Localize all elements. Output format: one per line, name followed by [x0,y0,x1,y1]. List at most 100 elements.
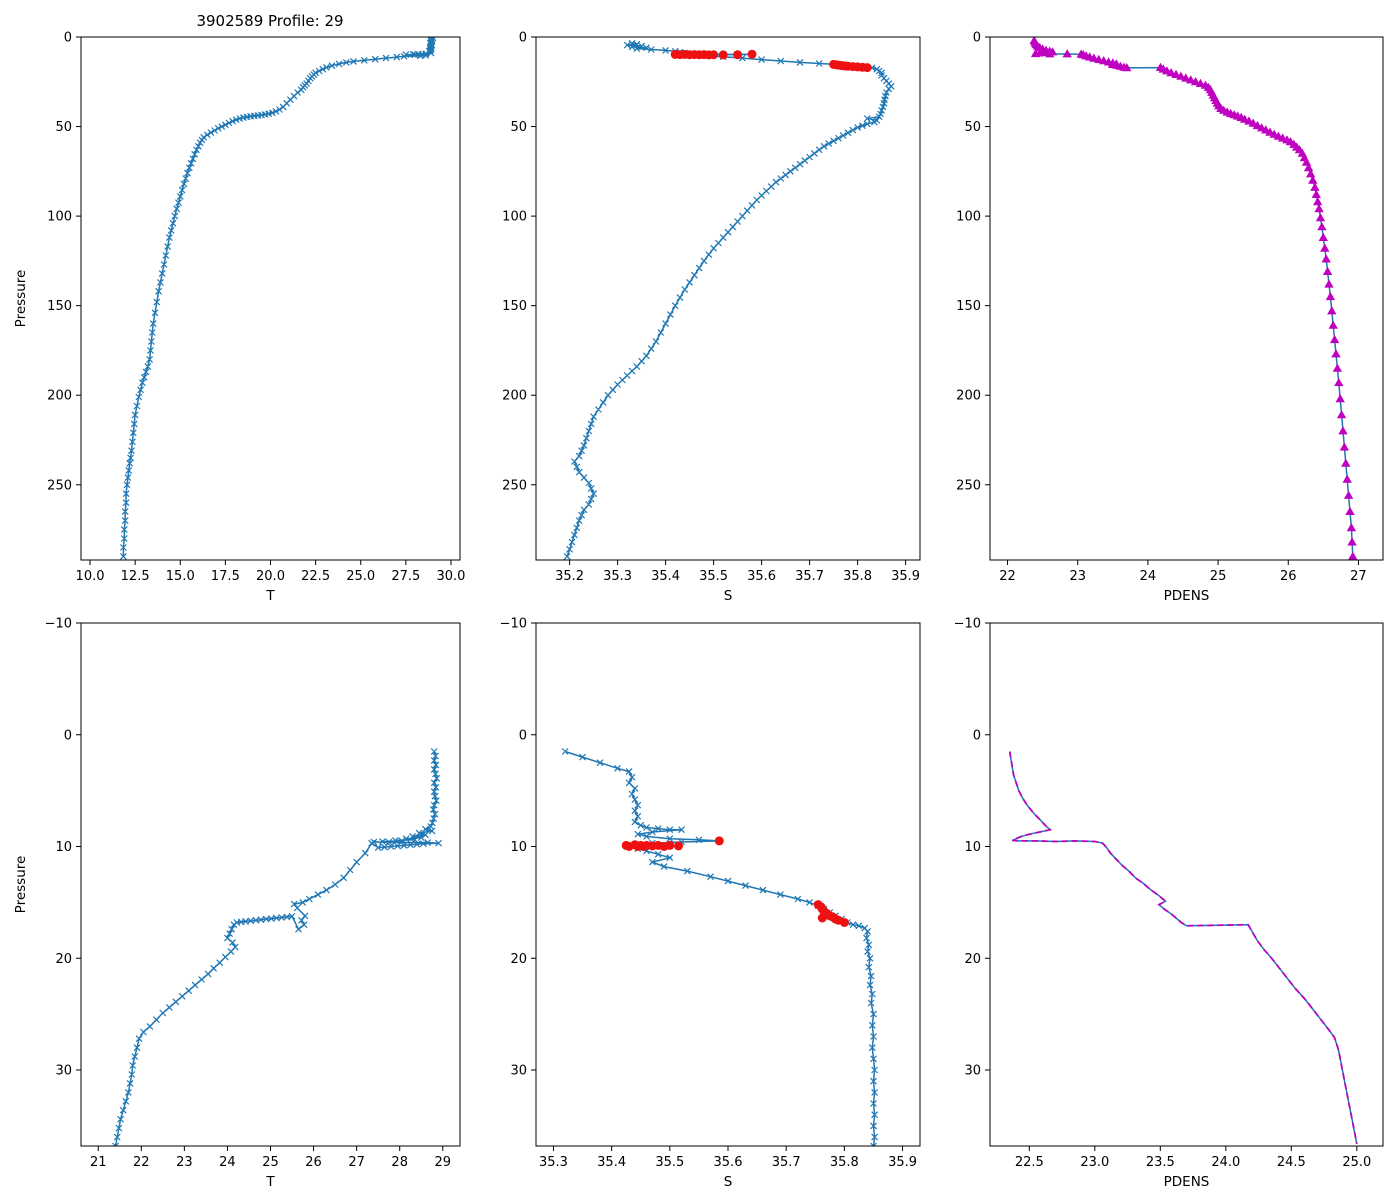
pdens-full-plot-area [1029,37,1358,560]
salinity-flagged-points-dot [733,50,743,60]
salinity-zoom-flagged-points-dot-markers [621,836,849,927]
salinity-zoom-flagged-points-dot [817,913,827,923]
x-tick-label: 27 [1350,569,1367,584]
x-tick-label: 35.8 [843,569,872,584]
salinity-flagged-points-dot [709,50,719,60]
x-tick-label: 23.0 [1080,1155,1109,1170]
y-tick-label: 0 [519,31,527,46]
y-tick-label: −10 [500,617,527,632]
salinity-zoom-flagged-points-dot [665,840,675,850]
salinity-full-plot-area [563,39,895,560]
y-tick-label: 30 [964,1064,981,1079]
salinity-zoom-x-ticks: 35.3 35.4 35.5 35.6 35.7 35.8 35.9 [539,1146,917,1170]
temperature-full-x-ticks: 10.0 12.5 15.0 17.5 20.0 22.5 25.0 27.5 30.0 [76,560,465,584]
y-tick-label: 200 [956,389,981,404]
salinity-zoom-flagged-points-dot [839,918,849,927]
subplot-temperature-zoom: 21 22 23 24 25 26 27 28 29 −10 0 10 20 30 T Pressure [13,617,461,1190]
subplot-pdens-zoom: 22.5 23.0 23.5 24.0 24.5 25.0 −10 0 10 20 30 PDENS [954,617,1384,1190]
x-tick-label: 25.0 [1342,1155,1371,1170]
salinity-flagged-points-dot-markers [670,49,872,73]
x-tick-label: 35.9 [891,569,920,584]
y-tick-label: 200 [502,389,527,404]
y-tick-label: 50 [964,120,981,135]
subplot-pdens-full: 22 23 24 25 26 27 0 50 100 150 200 250 PDENS [956,31,1384,604]
y-tick-label: 20 [964,952,981,967]
x-tick-label: 22 [999,569,1016,584]
salinity-full-y-ticks: 0 50 100 150 200 250 [502,31,536,493]
x-tick-label: 22.5 [301,569,330,584]
temperature-zoom-axes-frame [80,622,461,1147]
y-tick-label: 100 [47,210,72,225]
y-tick-label: 150 [47,299,72,314]
temperature-full-xlabel: T [265,588,275,604]
x-tick-label: 35.7 [795,569,824,584]
temperature-zoom-x-ticks: 21 22 23 24 25 26 27 28 29 [90,1146,451,1170]
x-tick-label: 28 [391,1155,408,1170]
temperature-zoom-y-ticks: −10 0 10 20 30 [45,617,81,1079]
y-tick-label: 0 [973,728,981,743]
y-tick-label: 10 [510,840,527,855]
y-tick-label: 50 [510,120,527,135]
salinity-zoom-profile-path [564,750,876,1146]
x-tick-label: 23 [1069,569,1086,584]
x-tick-label: 35.6 [747,569,776,584]
x-tick-label: 26 [305,1155,322,1170]
pdens-zoom-xlabel: PDENS [1164,1174,1210,1190]
x-tick-label: 24.0 [1211,1155,1240,1170]
x-tick-label: 35.5 [699,569,728,584]
y-tick-label: −10 [954,617,981,632]
salinity-full-axes-frame [535,36,921,561]
pdens-profile-markers-triangle-markers [1029,37,1358,560]
y-tick-label: 30 [510,1064,527,1079]
x-tick-label: 24 [219,1155,236,1170]
salinity-profile-x-markers [563,39,895,560]
y-tick-label: 50 [55,120,72,135]
subplot-temperature-full: 10.0 12.5 15.0 17.5 20.0 22.5 25.0 27.5 30.0 0 50 1… [13,31,465,605]
y-tick-label: 150 [502,299,527,314]
x-tick-label: 15.0 [166,569,195,584]
pdens-full-xlabel: PDENS [1164,588,1210,604]
salinity-full-xlabel: S [724,588,733,604]
temperature-profile-path [122,37,434,557]
x-tick-label: 29 [434,1155,451,1170]
x-tick-label: 24 [1140,569,1157,584]
x-tick-label: 35.4 [651,569,680,584]
x-tick-label: 35.6 [714,1155,743,1170]
pdens-full-axes-frame [989,36,1384,561]
x-tick-label: 21 [90,1155,107,1170]
x-tick-label: 35.3 [539,1155,568,1170]
y-tick-label: 10 [964,840,981,855]
salinity-zoom-flagged-points-dot [714,836,724,846]
temperature-full-y-ticks: 0 50 100 150 200 250 [47,31,81,493]
x-tick-label: 25 [262,1155,279,1170]
pdens-zoom-y-ticks: −10 0 10 20 30 [954,617,990,1079]
pdens-zoom-axes-frame [989,622,1384,1147]
salinity-zoom-xlabel: S [724,1174,733,1190]
y-tick-label: 0 [973,31,981,46]
y-tick-label: 30 [55,1064,72,1079]
x-tick-label: 35.9 [888,1155,917,1170]
temperature-profile-x-markers [119,37,437,560]
x-tick-label: 17.5 [211,569,240,584]
salinity-zoom-y-ticks: −10 0 10 20 30 [500,617,536,1079]
x-tick-label: 30.0 [436,569,465,584]
subplot-salinity-zoom: 35.3 35.4 35.5 35.6 35.7 35.8 35.9 −10 0 10 20 30 S [500,617,921,1190]
x-tick-label: 20.0 [256,569,285,584]
temperature-zoom-plot-area [112,748,442,1146]
y-tick-label: 150 [956,299,981,314]
y-tick-label: 250 [502,478,527,493]
y-tick-label: −10 [45,617,72,632]
pdens-full-x-ticks: 22 23 24 25 26 27 [999,560,1367,584]
pdens-full-y-ticks: 0 50 100 150 200 250 [956,31,990,493]
x-tick-label: 12.5 [121,569,150,584]
subplot-salinity-full: 35.2 35.3 35.4 35.5 35.6 35.7 35.8 35.9 0 50 100 15… [502,31,921,604]
y-tick-label: 20 [55,952,72,967]
salinity-zoom-axes-frame [535,622,921,1147]
x-tick-label: 35.3 [603,569,632,584]
salinity-flagged-points-dot [718,50,728,60]
y-tick-label: 250 [47,478,72,493]
salinity-zoom-plot-area [561,748,879,1146]
x-tick-label: 10.0 [76,569,105,584]
y-tick-label: 0 [519,728,527,743]
